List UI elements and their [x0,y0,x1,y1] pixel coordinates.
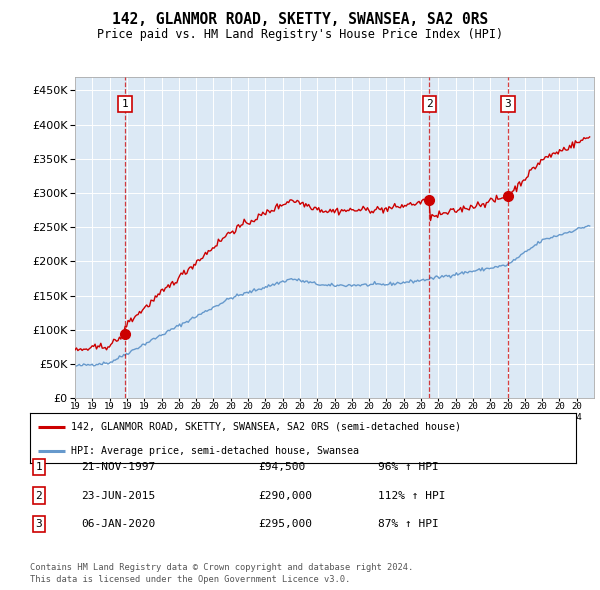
Text: Price paid vs. HM Land Registry's House Price Index (HPI): Price paid vs. HM Land Registry's House … [97,28,503,41]
Text: £94,500: £94,500 [258,463,305,472]
Text: 23-JUN-2015: 23-JUN-2015 [81,491,155,500]
Text: 21-NOV-1997: 21-NOV-1997 [81,463,155,472]
Text: £295,000: £295,000 [258,519,312,529]
Text: This data is licensed under the Open Government Licence v3.0.: This data is licensed under the Open Gov… [30,575,350,584]
Text: 96% ↑ HPI: 96% ↑ HPI [378,463,439,472]
Text: £290,000: £290,000 [258,491,312,500]
Text: 3: 3 [35,519,43,529]
Text: 1: 1 [35,463,43,472]
Text: 3: 3 [505,99,511,109]
Text: 142, GLANMOR ROAD, SKETTY, SWANSEA, SA2 0RS: 142, GLANMOR ROAD, SKETTY, SWANSEA, SA2 … [112,12,488,27]
Text: 06-JAN-2020: 06-JAN-2020 [81,519,155,529]
Text: Contains HM Land Registry data © Crown copyright and database right 2024.: Contains HM Land Registry data © Crown c… [30,563,413,572]
Text: 2: 2 [426,99,433,109]
Text: 87% ↑ HPI: 87% ↑ HPI [378,519,439,529]
Text: 2: 2 [35,491,43,500]
Text: 1: 1 [122,99,128,109]
Text: 142, GLANMOR ROAD, SKETTY, SWANSEA, SA2 0RS (semi-detached house): 142, GLANMOR ROAD, SKETTY, SWANSEA, SA2 … [71,421,461,431]
Text: 112% ↑ HPI: 112% ↑ HPI [378,491,445,500]
Text: HPI: Average price, semi-detached house, Swansea: HPI: Average price, semi-detached house,… [71,445,359,455]
